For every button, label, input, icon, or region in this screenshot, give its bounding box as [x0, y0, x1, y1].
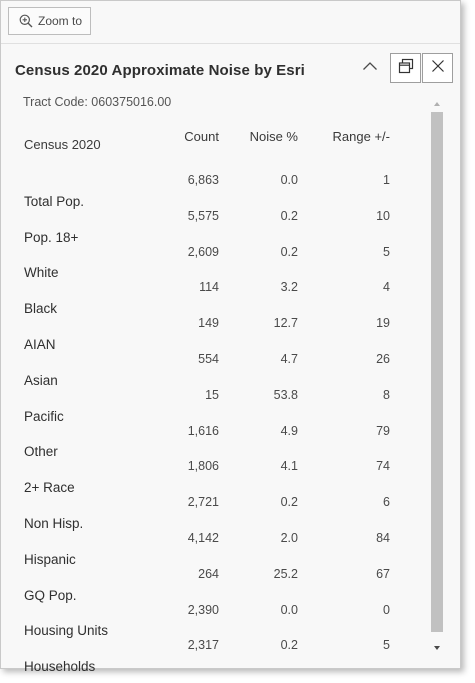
table-row: White 2,609 0.2 5 — [15, 245, 390, 281]
row-count: 114 — [199, 280, 219, 295]
row-label: Total Pop. — [24, 193, 85, 209]
row-count: 264 — [198, 566, 219, 581]
census-table: Census 2020 Count Noise % Range +/- Tota… — [15, 119, 390, 674]
collapse-button[interactable] — [359, 56, 381, 78]
row-label: Pop. 18+ — [24, 229, 79, 245]
row-label: 2+ Race — [24, 480, 75, 496]
table-row: Non Hisp. 2,721 0.2 6 — [15, 495, 390, 531]
row-label: Pacific — [24, 408, 64, 424]
row-count: 2,609 — [187, 244, 219, 259]
dock-icon — [398, 58, 414, 79]
table-row: Hispanic 4,142 2.0 84 — [15, 531, 390, 567]
table-row: AIAN 149 12.7 19 — [15, 316, 390, 352]
row-label: Housing Units — [24, 623, 109, 639]
header-divider — [1, 43, 460, 44]
zoom-in-icon — [19, 14, 33, 28]
row-range: 8 — [383, 387, 390, 402]
dock-button[interactable] — [390, 53, 421, 83]
row-count: 15 — [205, 387, 219, 402]
row-count: 554 — [198, 351, 219, 366]
row-count: 1,616 — [187, 423, 219, 438]
table-row: Asian 554 4.7 26 — [15, 352, 390, 388]
row-noise: 25.2 — [273, 566, 298, 581]
row-noise: 4.7 — [280, 351, 298, 366]
row-count: 2,317 — [187, 638, 219, 653]
row-count: 149 — [198, 316, 219, 331]
row-count: 2,390 — [187, 602, 219, 617]
table-row: Black 114 3.2 4 — [15, 280, 390, 316]
row-noise: 0.2 — [280, 244, 298, 259]
header-range: Range +/- — [332, 129, 390, 144]
table-row: Other 1,616 4.9 79 — [15, 424, 390, 460]
row-count: 2,721 — [187, 495, 219, 510]
close-icon — [431, 59, 445, 78]
row-count: 1,806 — [187, 459, 219, 474]
table-row: Households 2,317 0.2 5 — [15, 638, 390, 674]
row-range: 19 — [376, 316, 390, 331]
row-label: AIAN — [24, 336, 56, 352]
row-range: 79 — [376, 423, 390, 438]
row-noise: 4.1 — [280, 459, 298, 474]
header-census-2020: Census 2020 — [24, 137, 101, 152]
row-label: White — [24, 265, 59, 281]
row-noise: 0.0 — [280, 173, 298, 187]
row-label: Hispanic — [24, 551, 76, 567]
popup-panel: Zoom to Census 2020 Approximate Noise by… — [0, 0, 461, 674]
chevron-up-icon — [362, 58, 378, 76]
row-label: Asian — [24, 372, 58, 388]
row-noise: 0.2 — [280, 638, 298, 653]
row-range: 74 — [376, 459, 390, 474]
table-row: Pop. 18+ 5,575 0.2 10 — [15, 209, 390, 245]
row-noise: 0.2 — [280, 495, 298, 510]
row-label: Households — [24, 659, 96, 675]
scroll-down-arrow-icon — [433, 638, 441, 656]
scroll-up-button[interactable] — [431, 97, 443, 109]
row-range: 6 — [383, 495, 390, 510]
row-noise: 0.2 — [280, 208, 298, 223]
row-range: 0 — [383, 602, 390, 617]
row-noise: 3.2 — [280, 280, 298, 295]
zoom-to-button[interactable]: Zoom to — [8, 7, 91, 35]
scroll-down-button[interactable] — [431, 641, 443, 653]
row-count: 4,142 — [187, 530, 219, 545]
row-range: 10 — [376, 208, 390, 223]
table-row: 2+ Race 1,806 4.1 74 — [15, 459, 390, 495]
table-row: Total Pop. 6,863 0.0 1 — [15, 173, 390, 209]
row-count: 5,575 — [187, 208, 219, 223]
row-range: 4 — [383, 280, 390, 295]
row-label: Black — [24, 301, 58, 317]
row-noise: 53.8 — [273, 387, 298, 402]
popup-title: Census 2020 Approximate Noise by Esri — [15, 62, 305, 79]
table-row: GQ Pop. 264 25.2 67 — [15, 567, 390, 603]
row-range: 84 — [376, 530, 390, 545]
row-noise: 2.0 — [280, 530, 298, 545]
table-row: Pacific 15 53.8 8 — [15, 388, 390, 424]
scrollbar-thumb[interactable] — [431, 112, 443, 632]
row-range: 5 — [383, 638, 390, 653]
scroll-up-arrow-icon — [433, 94, 441, 112]
header-noise: Noise % — [249, 129, 298, 144]
row-range: 5 — [383, 244, 390, 259]
row-range: 26 — [376, 351, 390, 366]
header-count: Count — [184, 129, 219, 144]
table-header-row: Census 2020 Count Noise % Range +/- — [15, 119, 390, 173]
row-noise: 0.0 — [280, 602, 298, 617]
row-label: Other — [24, 444, 58, 460]
close-button[interactable] — [422, 53, 453, 83]
row-range: 67 — [376, 566, 390, 581]
row-count: 6,863 — [187, 173, 219, 187]
zoom-to-label: Zoom to — [38, 14, 83, 28]
row-label: GQ Pop. — [24, 587, 77, 603]
row-noise: 12.7 — [273, 316, 298, 331]
row-range: 1 — [383, 173, 390, 187]
row-label: Non Hisp. — [24, 515, 84, 531]
row-noise: 4.9 — [280, 423, 298, 438]
table-row: Housing Units 2,390 0.0 0 — [15, 603, 390, 639]
tract-code: Tract Code: 060375016.00 — [23, 95, 172, 109]
